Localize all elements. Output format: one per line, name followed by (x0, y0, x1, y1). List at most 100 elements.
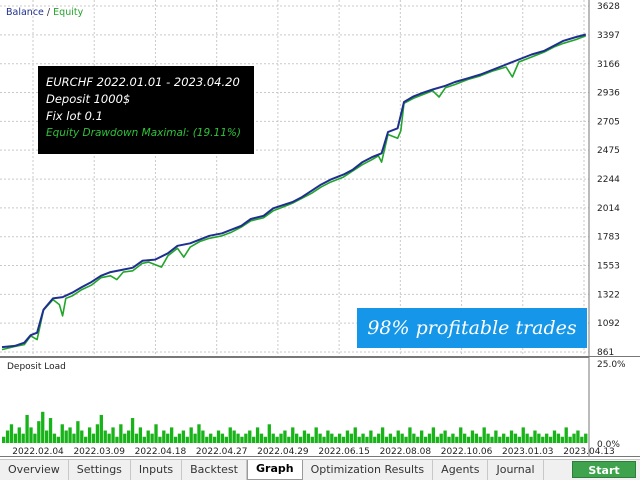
deposit-load-bar (435, 436, 439, 443)
profitable-trades-banner: 98% profitable trades (357, 308, 587, 348)
deposit-load-bar (396, 430, 400, 443)
deposit-load-bar (529, 436, 533, 443)
y-tick-label: 1553 (597, 261, 620, 271)
symbol-period-label: EURCHF 2022.01.01 - 2023.04.20 (46, 75, 240, 89)
deposit-load-bar (400, 433, 404, 443)
tab-journal[interactable]: Journal (488, 460, 544, 480)
deposit-load-bar (334, 436, 338, 443)
deposit-load-bar (205, 436, 209, 443)
deposit-load-bar (119, 424, 123, 443)
deposit-load-chart: Deposit Load 25.0% 0.0% 2022.02.04 2022.0… (0, 357, 640, 457)
deposit-load-bar (5, 430, 10, 443)
deposit-load-bar (166, 433, 170, 443)
deposit-load-bar (9, 424, 14, 443)
deposit-load-bar (466, 436, 471, 443)
deposit-load-bar (181, 430, 186, 443)
deposit-load-bar (337, 433, 342, 443)
deposit-load-bar (220, 433, 225, 443)
deposit-load-bar (244, 433, 248, 443)
start-button[interactable]: Start (572, 461, 636, 478)
deposit-load-bar (361, 433, 365, 443)
deposit-load-bar (232, 430, 236, 443)
deposit-load-bar (154, 424, 158, 443)
deposit-load-bar (283, 430, 287, 443)
deposit-load-bar (64, 430, 68, 443)
deposit-load-bar (189, 427, 193, 443)
deposit-load-bar (541, 436, 545, 443)
deposit-load-title: Deposit Load (7, 362, 66, 372)
deposit-load-bar (103, 430, 107, 443)
deposit-load-bar (408, 427, 412, 443)
deposit-load-bar (443, 430, 447, 443)
deposit-load-bar (33, 433, 37, 443)
deposit-load-bar (318, 433, 322, 443)
deposit-load-bar (44, 430, 49, 443)
y-tick-label: 2705 (597, 117, 620, 127)
drawdown-label: Equity Drawdown Maximal: (19.11%) (46, 127, 241, 139)
deposit-load-bar (423, 436, 428, 443)
deposit-load-bar (420, 430, 424, 443)
deposit-load-bar (68, 427, 72, 443)
deposit-load-bar (21, 433, 25, 443)
deposit-load-bar (115, 436, 119, 443)
deposit-load-bar (404, 436, 408, 443)
deposit-load-bars (2, 411, 588, 443)
deposit-load-bar (240, 436, 244, 443)
deposit-load-bar (25, 414, 29, 443)
deposit-load-bar (373, 436, 377, 443)
deposit-load-bar (490, 436, 494, 443)
deposit-load-bar (209, 433, 213, 443)
tab-graph[interactable]: Graph (246, 460, 303, 480)
chart-series (1, 33, 587, 351)
lot-size-label: Fix lot 0.1 (46, 109, 103, 123)
y-tick-label: 1322 (597, 290, 620, 300)
deposit-load-bar (525, 433, 529, 443)
deposit-load-bar (228, 427, 232, 443)
tab-inputs[interactable]: Inputs (131, 460, 183, 480)
deposit-load-bar (568, 436, 572, 443)
y-tick-label: 3166 (597, 60, 620, 70)
tester-tab-bar: Overview Settings Inputs Backtest Graph … (0, 459, 640, 480)
balance-equity-chart: 3628 3397 3166 2936 2705 2475 2244 2014 1783 1553… (0, 0, 640, 357)
deposit-load-bar (482, 427, 486, 443)
deposit-load-bar (451, 433, 455, 443)
deposit-load-bar (505, 436, 510, 443)
balance-line (1, 33, 587, 349)
deposit-load-bar (267, 424, 271, 443)
y-tick-label: 1783 (597, 233, 620, 243)
deposit-load-bar (123, 433, 127, 443)
deposit-load-bar (107, 433, 111, 443)
x-tick-label: 2023.04.13 (563, 447, 615, 457)
deposit-load-bar (513, 433, 518, 443)
deposit-load-bar (201, 430, 205, 443)
tab-agents[interactable]: Agents (433, 460, 489, 480)
y-tick-label: 1092 (597, 319, 620, 329)
tab-settings[interactable]: Settings (69, 460, 131, 480)
deposit-load-bar (212, 436, 217, 443)
tab-optimization-results[interactable]: Optimization Results (303, 460, 434, 480)
deposit-load-bar (29, 427, 33, 443)
deposit-load-min-label: 0.0% (597, 440, 620, 450)
deposit-load-bar (502, 433, 506, 443)
y-tick-label: 3397 (597, 31, 620, 41)
tab-overview[interactable]: Overview (0, 460, 69, 480)
deposit-load-bar (552, 430, 557, 443)
tab-backtest[interactable]: Backtest (182, 460, 247, 480)
deposit-load-bar (560, 436, 564, 443)
deposit-load-bar (41, 411, 45, 443)
deposit-load-bar (298, 436, 303, 443)
deposit-load-bar (427, 433, 432, 443)
y-tick-label: 861 (597, 348, 614, 357)
x-tick-label: 2022.06.15 (318, 447, 370, 457)
deposit-load-bar (380, 427, 385, 443)
deposit-load-bar (310, 436, 314, 443)
deposit-load-bar (357, 436, 361, 443)
deposit-load-bar (216, 430, 221, 443)
deposit-load-bar (236, 433, 240, 443)
deposit-load-bar (533, 430, 537, 443)
x-tick-label: 2022.04.18 (135, 447, 187, 457)
deposit-load-bar (37, 421, 41, 443)
deposit-load-bar (138, 427, 143, 443)
deposit-load-bar (177, 433, 182, 443)
y-tick-label: 2475 (597, 146, 620, 156)
